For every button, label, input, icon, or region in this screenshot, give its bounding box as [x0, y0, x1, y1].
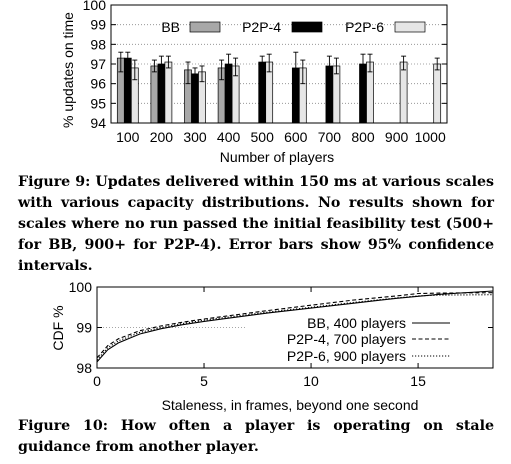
bar [399, 61, 408, 124]
y-tick-label: 98 [90, 36, 106, 52]
figure-9-caption: Figure 9: Updates delivered within 150 m… [18, 172, 494, 276]
legend-swatch [189, 21, 221, 33]
y-tick-label: 99 [90, 17, 106, 33]
bar [164, 61, 173, 124]
y-tick-label: 100 [69, 279, 93, 295]
figure-10-label: Figure 10: [18, 418, 108, 434]
y-tick-label: 94 [90, 115, 106, 131]
legend-swatch [291, 21, 323, 33]
x-tick-label: 5 [200, 373, 208, 389]
grid [111, 24, 447, 104]
legend-label: BB [161, 19, 180, 35]
series-line [96, 294, 494, 361]
y-tick-label: 95 [90, 95, 106, 111]
y-tick-label: 96 [90, 76, 106, 92]
y-tick-label: 98 [76, 360, 92, 376]
x-tick-label: 10 [303, 373, 319, 389]
bar [150, 65, 159, 124]
plot-frame [110, 4, 448, 124]
figure-10-caption: Figure 10: How often a player is operati… [18, 416, 494, 460]
bar [332, 65, 341, 124]
x-tick-label: 500 [251, 129, 275, 145]
x-tick-label: 200 [150, 129, 174, 145]
legend: BB P2P-4 P2P-6 [161, 19, 426, 35]
y-tick-label: 97 [90, 56, 106, 72]
axes: 94 95 96 97 98 99 100 100 200 300 400 500 600 700 800 9… [83, 0, 448, 145]
plot-frame [96, 286, 494, 369]
legend-label: P2P-4 [242, 19, 281, 35]
x-axis-label: Staleness, in frames, beyond one second [162, 397, 419, 413]
figure-9-label: Figure 9: [18, 174, 91, 190]
bar-chart-updates-on-time: 94 95 96 97 98 99 100 100 200 300 400 500 600 700 800 9… [60, 0, 448, 165]
bar [325, 65, 334, 124]
x-tick-label: 600 [284, 129, 308, 145]
y-axis-label: % updates on time [60, 12, 76, 128]
figure-9-text: Updates delivered within 150 ms at vario… [18, 174, 494, 274]
x-tick-label: 100 [116, 129, 140, 145]
bars [116, 57, 442, 124]
x-tick-label: 15 [410, 373, 426, 389]
x-axis-label: Number of players [220, 149, 334, 165]
y-tick-label: 100 [83, 0, 107, 13]
x-tick-label: 0 [93, 373, 101, 389]
x-tick-label: 1000 [415, 129, 446, 145]
legend-label: P2P-6 [345, 19, 384, 35]
series-lines [96, 290, 494, 363]
x-tick-label: 700 [318, 129, 342, 145]
legend-swatch [394, 21, 426, 33]
x-tick-label: 300 [183, 129, 207, 145]
x-tick-label: 900 [385, 129, 409, 145]
bar [157, 63, 166, 124]
y-tick-label: 99 [76, 320, 92, 336]
bar [433, 63, 442, 124]
legend-label: BB, 400 players [307, 315, 406, 331]
y-axis-label: CDF % [50, 305, 66, 350]
x-tick-label: 400 [217, 129, 241, 145]
error-bars [118, 51, 440, 89]
legend-label: P2P-6, 900 players [287, 348, 406, 364]
figure-10-text: How often a player is operating on stale… [18, 418, 494, 455]
axes: 98 99 100 0 5 10 15 [69, 279, 494, 389]
bar [258, 61, 267, 124]
x-tick-label: 800 [351, 129, 375, 145]
series-line [96, 292, 494, 359]
legend-label: P2P-4, 700 players [287, 331, 406, 347]
